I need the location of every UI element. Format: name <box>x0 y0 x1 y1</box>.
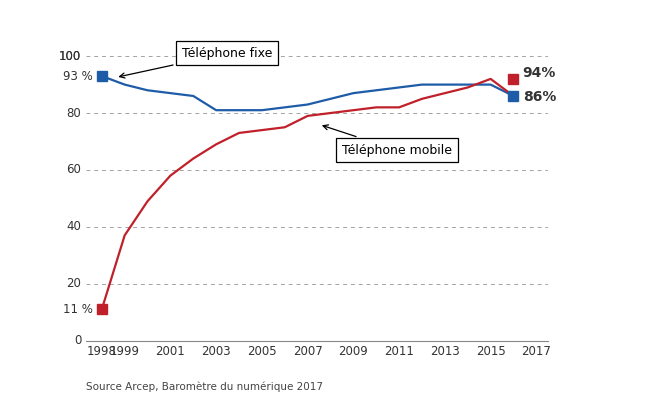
Text: Téléphone mobile: Téléphone mobile <box>323 125 452 156</box>
Text: Source Arcep, Baromètre du numérique 2017: Source Arcep, Baromètre du numérique 201… <box>86 381 323 392</box>
Text: 100: 100 <box>59 50 81 63</box>
Text: 0: 0 <box>74 334 81 347</box>
Text: 94%: 94% <box>523 66 556 80</box>
Text: 100: 100 <box>59 50 81 63</box>
Text: 20: 20 <box>66 277 81 290</box>
Text: 93 %: 93 % <box>63 70 92 83</box>
Text: Téléphone fixe: Téléphone fixe <box>119 47 272 78</box>
Text: 60: 60 <box>66 164 81 177</box>
Text: 86%: 86% <box>523 90 556 105</box>
Text: 40: 40 <box>66 220 81 233</box>
Text: 11 %: 11 % <box>63 303 92 316</box>
Text: 80: 80 <box>67 107 81 120</box>
